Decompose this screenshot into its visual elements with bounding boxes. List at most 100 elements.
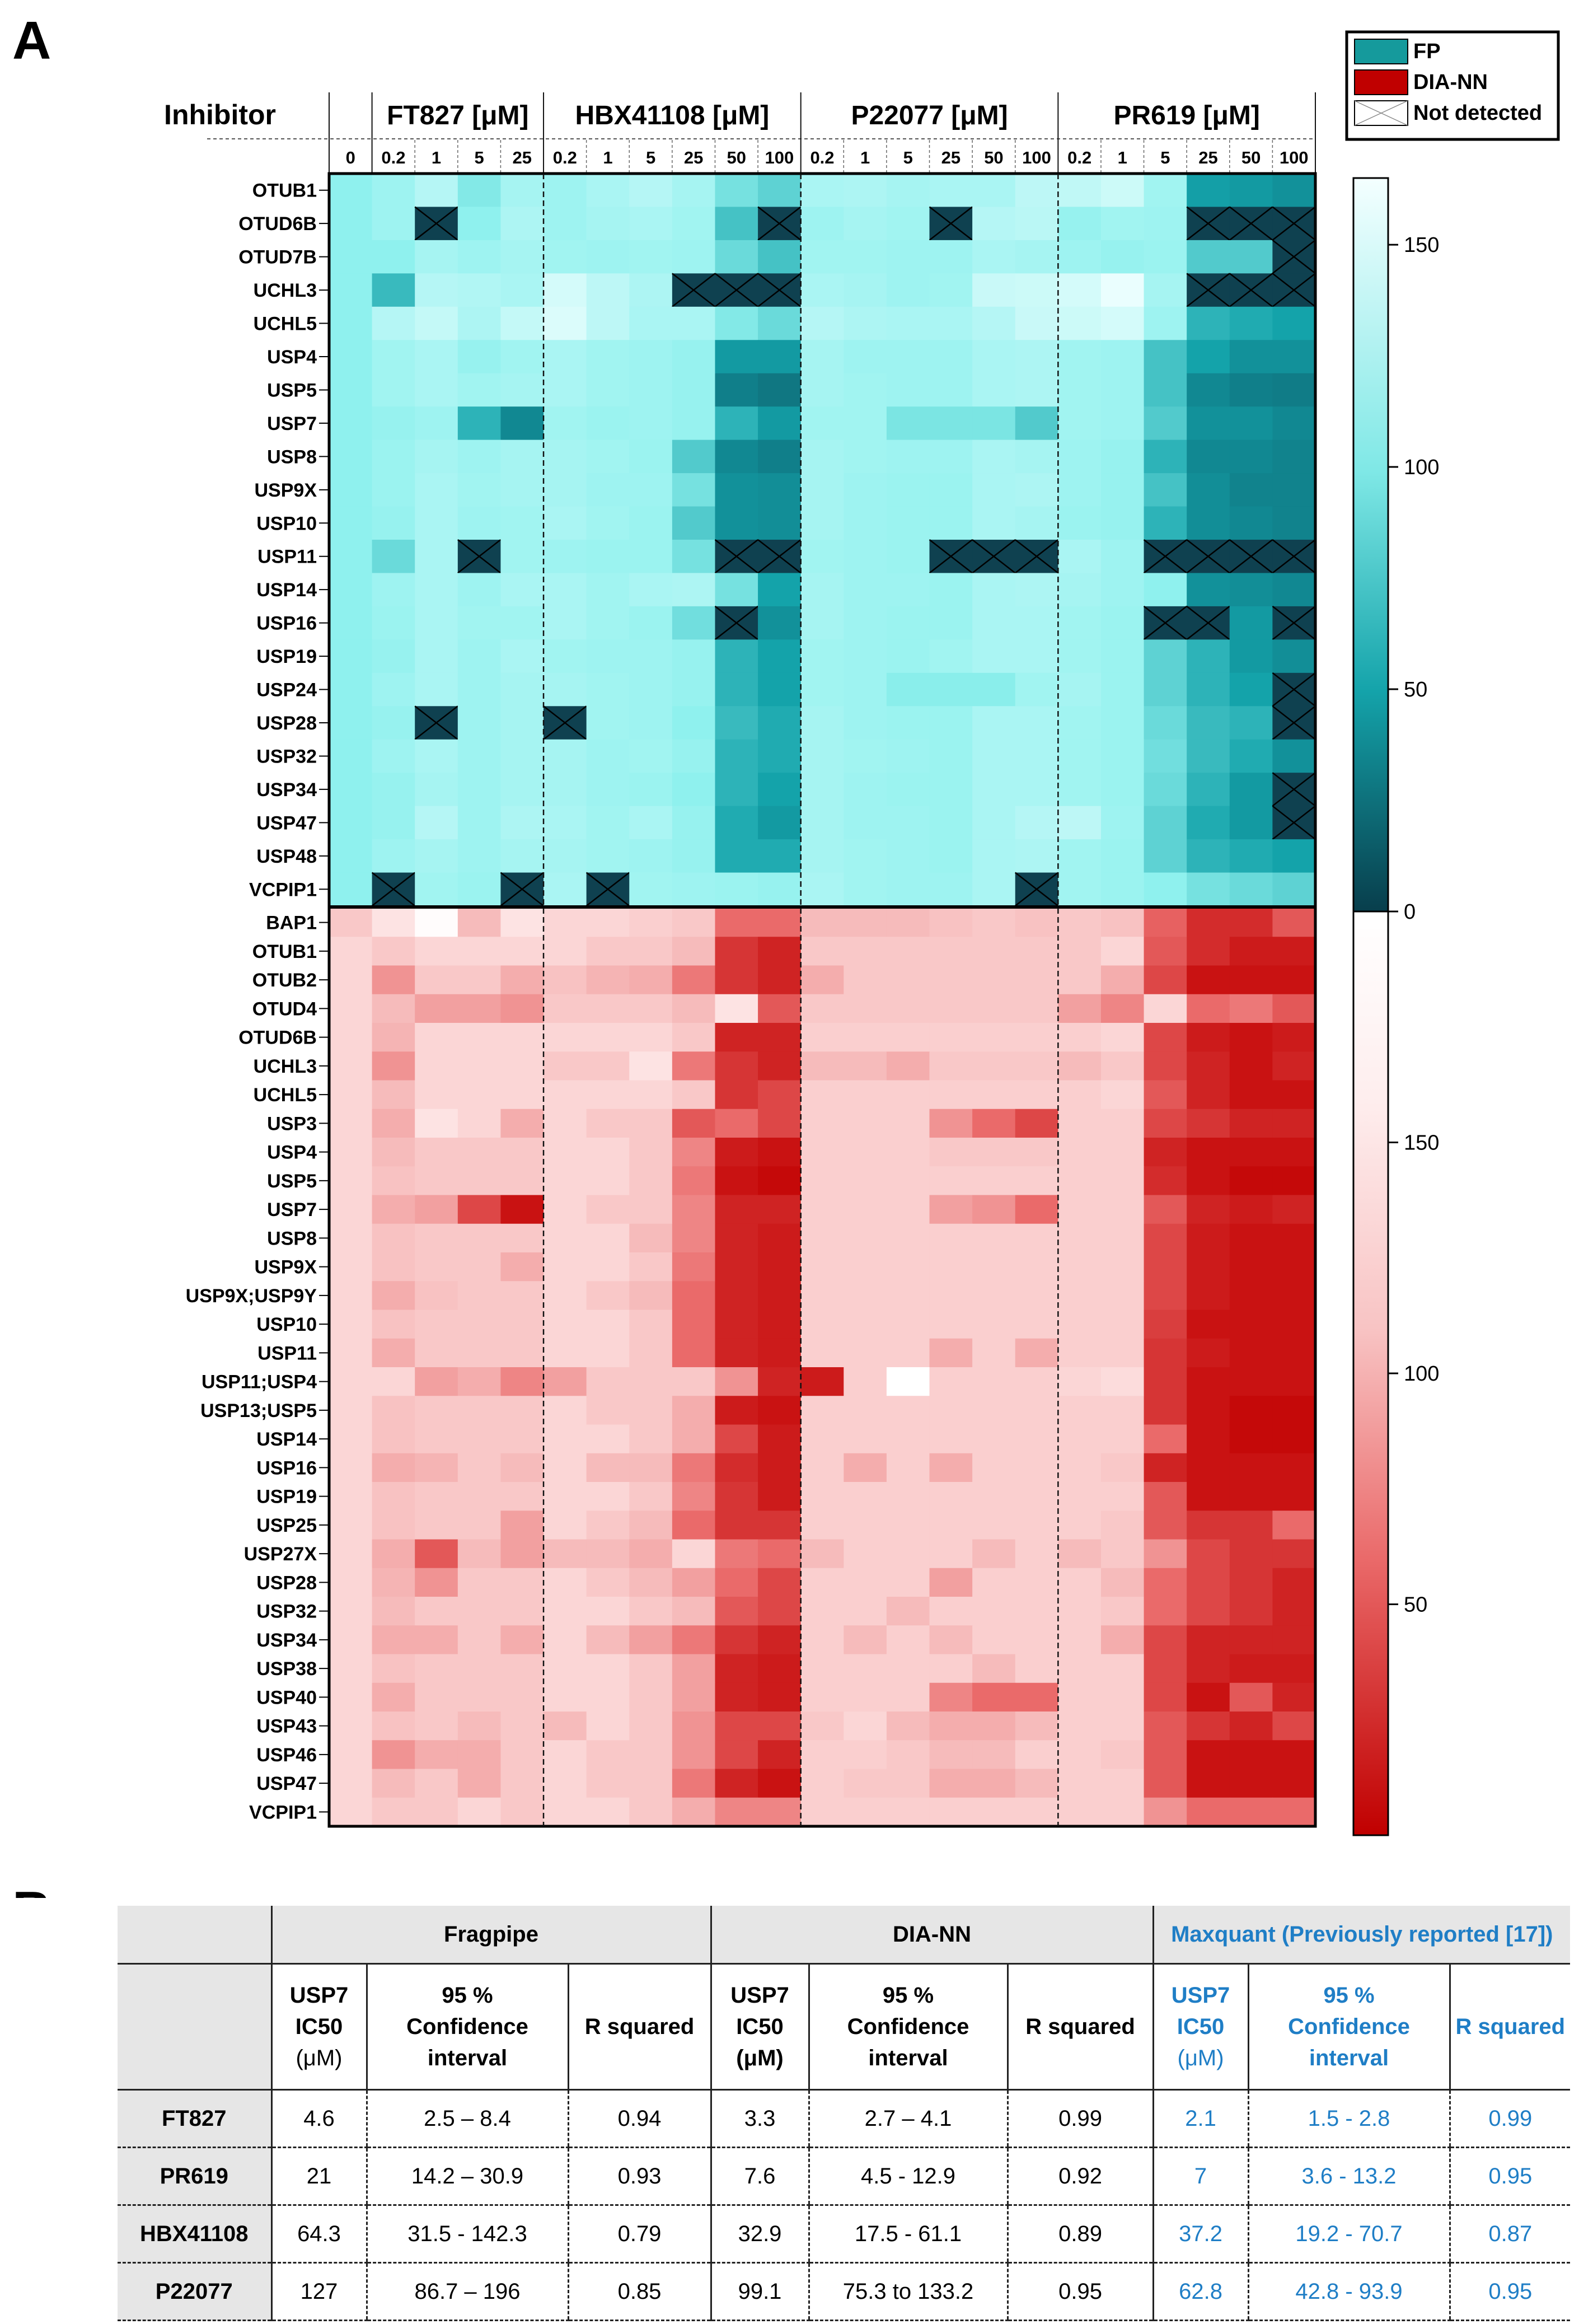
- dia-cell: [672, 1654, 716, 1684]
- dia-cell: [929, 1367, 973, 1396]
- fp-cell: [844, 174, 887, 208]
- fp-cell: [586, 439, 630, 474]
- dia-cell: [800, 1740, 844, 1770]
- dia-cell: [844, 1568, 887, 1597]
- dia-cell: [1058, 1797, 1102, 1827]
- dia-cell: [1144, 1051, 1187, 1081]
- fp-cell: [715, 340, 758, 374]
- dia-cell: [586, 1797, 630, 1827]
- fp-cell: [1015, 340, 1058, 374]
- col-r2: R squared: [1449, 1963, 1571, 2091]
- dia-cell: [329, 1396, 373, 1425]
- dia-cell: [1100, 1654, 1145, 1684]
- dia-cell: [1015, 1797, 1058, 1827]
- dia-cell: [800, 1539, 844, 1569]
- dia-cell: [844, 1424, 887, 1454]
- fp-cell: [844, 872, 887, 906]
- dia-cell: [1272, 1223, 1316, 1253]
- fp-cell: [972, 839, 1016, 873]
- fp-cell: [1144, 506, 1187, 540]
- dia-cell: [586, 1453, 630, 1483]
- fp-cell: [372, 406, 415, 441]
- dia-cell: [672, 1769, 716, 1798]
- dia-cell: [672, 1597, 716, 1626]
- fp-cell: [1015, 672, 1058, 707]
- dia-cell: [1187, 1023, 1230, 1052]
- dia-cell: [1272, 1482, 1316, 1511]
- fp-cell: [457, 240, 502, 274]
- fp-cell: [1015, 506, 1058, 540]
- fp-cell: [1187, 672, 1230, 707]
- fp-cell: [1144, 773, 1187, 807]
- dia-cell: [886, 1310, 930, 1339]
- dia-cell: [929, 1424, 973, 1454]
- dia-cell: [800, 1252, 844, 1282]
- dia-cell: [1058, 1482, 1102, 1511]
- dia-cell: [629, 994, 673, 1023]
- dia-cell: [1015, 1597, 1058, 1626]
- dia-cell: [800, 1138, 844, 1167]
- dia-cell: [457, 1138, 502, 1167]
- not-detected-cross: [1272, 705, 1316, 740]
- fp-cell: [1144, 406, 1187, 441]
- fp-cell: [672, 473, 716, 507]
- dia-cell: [543, 1023, 587, 1052]
- dia-cell: [672, 1539, 716, 1569]
- dia-cell: [586, 1367, 630, 1396]
- dia-cell: [800, 1166, 844, 1196]
- dia-cell: [1187, 1109, 1230, 1138]
- dia-cell: [329, 1682, 373, 1712]
- dia-colorbar-tick-label: 50: [1404, 1593, 1427, 1617]
- fp-cell: [1187, 240, 1230, 274]
- fp-cell: [457, 506, 502, 540]
- dia-cell: [629, 1310, 673, 1339]
- dia-cell: [415, 1166, 458, 1196]
- fp-cell: [972, 573, 1016, 607]
- fp-cell: [1058, 439, 1102, 474]
- fp-cell: [372, 306, 415, 340]
- fp-cell: [758, 373, 802, 407]
- dia-cell: [1015, 937, 1058, 966]
- fp-cell: [1058, 506, 1102, 540]
- dia-cell: [1187, 1338, 1230, 1368]
- dia-cell: [629, 1740, 673, 1770]
- fp-cell: [672, 207, 716, 241]
- dia-cell: [972, 1625, 1016, 1655]
- fp-cell: [329, 573, 373, 607]
- fp-cell: [415, 373, 458, 407]
- dia-cell: [500, 908, 544, 937]
- dia-cell: [715, 1625, 758, 1655]
- fp-cell: [800, 606, 844, 640]
- dia-cell: [972, 1712, 1016, 1741]
- dia-cell: [1100, 1223, 1145, 1253]
- dia-cell: [1100, 1482, 1145, 1511]
- fp-cell: [415, 473, 458, 507]
- dia-row-label: USP16: [256, 1457, 317, 1479]
- dia-cell: [1058, 1080, 1102, 1110]
- fp-cell: [1144, 240, 1187, 274]
- dia-cell: [457, 1740, 502, 1770]
- fp-cell: [1058, 174, 1102, 208]
- dia-cell: [672, 1252, 716, 1282]
- fp-cell: [500, 672, 544, 707]
- dia-cell: [1100, 937, 1145, 966]
- dia-cell: [715, 1654, 758, 1684]
- fp-cell: [758, 473, 802, 507]
- fp-cell: [329, 872, 373, 906]
- fp-cell: [758, 806, 802, 840]
- dia-cell: [1187, 1367, 1230, 1396]
- dia-cell: [1144, 1511, 1187, 1540]
- dia-row-label: USP34: [256, 1630, 317, 1651]
- fp-cell: [844, 439, 887, 474]
- dia-cell: [543, 965, 587, 995]
- fp-cell: [758, 306, 802, 340]
- dia-cell: [758, 1023, 802, 1052]
- not-detected-cross: [1272, 805, 1316, 840]
- not-detected-cross: [1143, 605, 1187, 640]
- dia-cell: [629, 1682, 673, 1712]
- fp-cell: [1187, 373, 1230, 407]
- dia-cell: [715, 1080, 758, 1110]
- dia-cell: [844, 1654, 887, 1684]
- dia-cell: [758, 1310, 802, 1339]
- dia-cell: [543, 1281, 587, 1311]
